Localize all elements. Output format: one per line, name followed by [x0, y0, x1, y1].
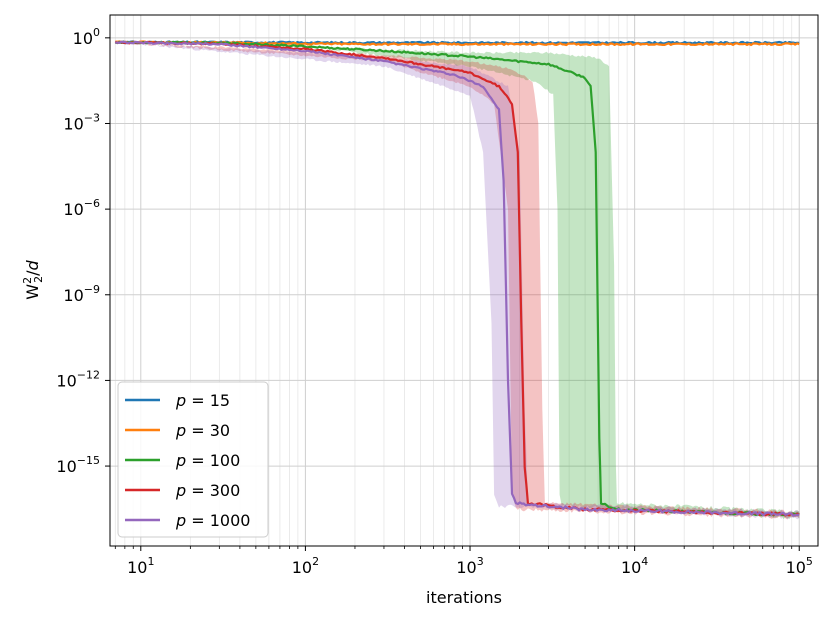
y-axis-label-var: d [23, 259, 42, 270]
y-tick-label: 10−12 [56, 368, 100, 390]
legend-label-30: p = 30 [175, 421, 230, 440]
y-tick-label: 10−15 [56, 454, 100, 476]
y-axis-label-slash: / [23, 270, 42, 276]
legend-label-1000: p = 1000 [175, 511, 250, 530]
x-tick-label: 101 [127, 555, 154, 577]
minor-gridlines [114, 15, 793, 546]
x-tick-label: 104 [621, 555, 648, 577]
y-axis-ticks: 100 10−3 10−6 10−9 10−12 10−15 [56, 26, 110, 476]
legend-label-15: p = 15 [175, 391, 230, 410]
y-tick-label: 100 [73, 26, 100, 48]
y-tick-label: 10−6 [63, 197, 100, 219]
legend-label-300: p = 300 [175, 481, 240, 500]
legend-box [117, 381, 269, 538]
y-tick-label: 10−9 [63, 283, 100, 305]
legend-label-100: p = 100 [175, 451, 240, 470]
y-tick-label: 10−3 [63, 111, 100, 133]
legend: p = 15 p = 30 p = 100 p = 300 p = 1000 [117, 381, 269, 538]
y-axis-label: W22/d [21, 259, 45, 299]
y-axis-label-base: W [23, 284, 42, 300]
y-axis-label-sub: 2 [32, 276, 45, 283]
plot-frame [109, 14, 819, 547]
x-axis-label: iterations [426, 588, 502, 607]
x-tick-label: 102 [292, 555, 319, 577]
series-line-1000 [115, 40, 800, 517]
x-tick-label: 103 [456, 555, 483, 577]
svg-text:W22/d: W22/d [21, 259, 45, 299]
series-lines [114, 40, 800, 517]
y-axis-label-sup: 2 [21, 277, 34, 284]
x-axis-ticks: 101 102 103 104 105 [114, 546, 813, 577]
x-tick-label: 105 [786, 555, 813, 577]
